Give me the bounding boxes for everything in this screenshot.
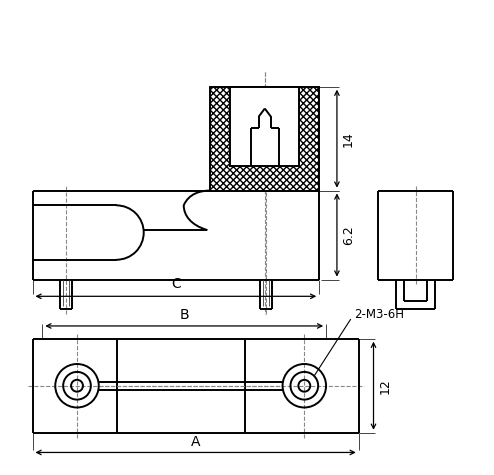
Bar bbox=[230, 87, 299, 166]
Text: A: A bbox=[191, 435, 201, 448]
Text: 2-M3-6H: 2-M3-6H bbox=[354, 308, 404, 321]
Text: 6.2: 6.2 bbox=[342, 225, 355, 245]
Text: 14: 14 bbox=[342, 131, 355, 147]
Text: B: B bbox=[179, 308, 189, 322]
Bar bbox=[210, 87, 319, 190]
Text: 12: 12 bbox=[378, 378, 391, 394]
Text: C: C bbox=[171, 277, 181, 291]
